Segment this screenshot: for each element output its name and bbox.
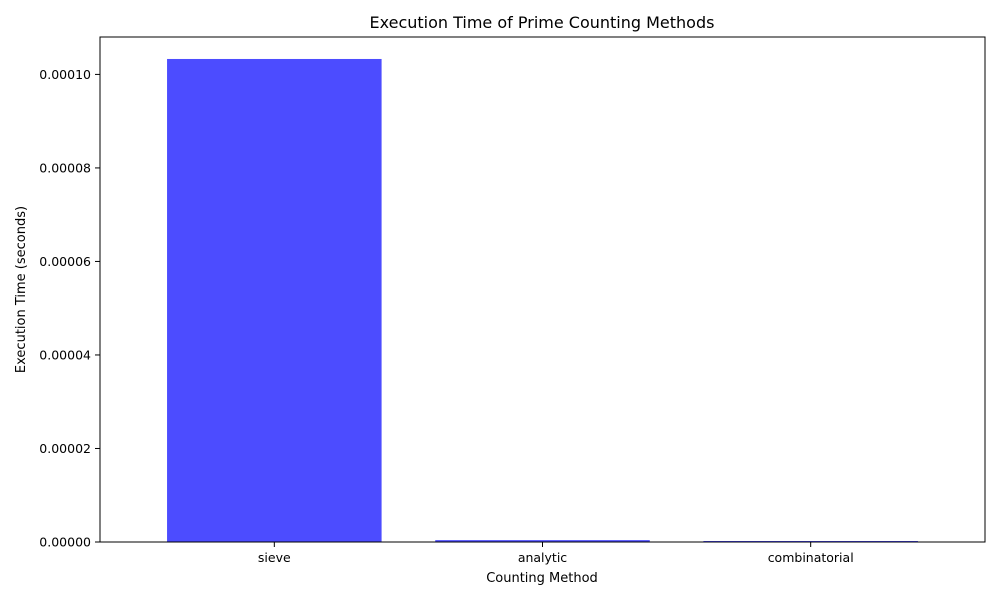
plot-frame	[99, 36, 986, 543]
y-axis-label: Execution Time (seconds)	[14, 206, 29, 373]
x-axis: sieve analytic combinatorial	[258, 542, 854, 565]
bar-sieve	[167, 58, 382, 542]
chart-title: Execution Time of Prime Counting Methods	[370, 13, 715, 32]
x-tick-label-sieve: sieve	[258, 550, 291, 565]
y-tick-label: 0.00010	[39, 67, 91, 82]
y-tick-label: 0.00008	[39, 160, 91, 175]
y-tick-label: 0.00006	[39, 254, 91, 269]
x-axis-label: Counting Method	[486, 571, 598, 586]
x-tick-label-analytic: analytic	[518, 550, 567, 565]
y-tick-label: 0.00002	[39, 441, 91, 456]
x-tick-label-combinatorial: combinatorial	[768, 550, 854, 565]
y-tick-label: 0.00004	[39, 347, 91, 362]
y-axis: 0.00000 0.00002 0.00004 0.00006 0.00008 0.000…	[39, 67, 100, 550]
y-tick-label: 0.00000	[39, 535, 91, 550]
bars-layer	[167, 58, 918, 542]
bar-analytic	[435, 540, 650, 542]
